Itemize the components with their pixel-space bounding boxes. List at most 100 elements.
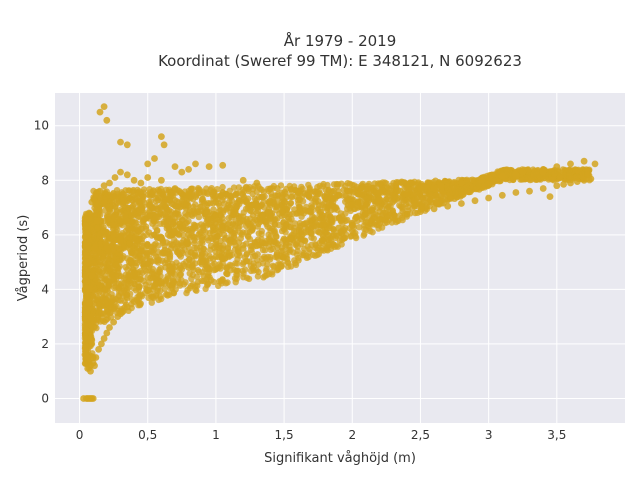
scatter-point — [152, 194, 159, 202]
scatter-point — [137, 179, 145, 187]
scatter-point — [99, 268, 107, 275]
scatter-point — [417, 208, 424, 216]
scatter-point — [161, 250, 168, 257]
scatter-point — [403, 190, 411, 198]
scatter-point — [166, 251, 174, 258]
scatter-point — [430, 205, 438, 213]
scatter-point — [83, 231, 90, 239]
scatter-point — [193, 273, 201, 280]
scatter-point — [146, 201, 153, 209]
scatter-point — [231, 275, 239, 282]
scatter-point — [130, 245, 138, 252]
scatter-point — [363, 201, 370, 208]
x-tick-label: 1 — [212, 428, 220, 442]
scatter-point — [121, 280, 128, 287]
scatter-point — [115, 272, 123, 280]
scatter-point — [308, 230, 315, 237]
scatter-point — [240, 188, 247, 196]
scatter-point — [159, 239, 167, 247]
scatter-point — [123, 141, 131, 149]
scatter-point — [341, 234, 348, 242]
scatter-point — [417, 185, 424, 192]
scatter-point — [226, 192, 233, 199]
scatter-point — [287, 200, 294, 207]
scatter-point — [331, 187, 338, 194]
scatter-point — [198, 277, 205, 285]
scatter-point — [89, 354, 97, 361]
scatter-point — [132, 234, 139, 241]
scatter-point — [136, 188, 143, 195]
scatter-point — [301, 245, 308, 253]
scatter-point — [125, 187, 132, 194]
scatter-point — [308, 224, 315, 232]
scatter-point — [149, 220, 156, 227]
scatter-point — [275, 221, 282, 229]
scatter-point — [91, 286, 98, 294]
scatter-point — [88, 198, 96, 206]
scatter-point — [178, 190, 185, 197]
scatter-point — [376, 216, 383, 224]
scatter-point — [154, 205, 161, 212]
scatter-point — [194, 282, 201, 289]
scatter-point — [173, 198, 180, 205]
scatter-point — [255, 261, 262, 268]
y-axis-title: Vågperiod (s) — [16, 215, 31, 302]
scatter-point — [131, 280, 138, 287]
scatter-point — [221, 200, 228, 207]
scatter-point — [226, 249, 233, 256]
scatter-point — [110, 247, 117, 254]
scatter-point — [239, 245, 247, 252]
scatter-point — [217, 237, 224, 245]
scatter-point — [243, 183, 250, 191]
scatter-point — [140, 233, 147, 240]
scatter-point — [132, 287, 140, 294]
scatter-point — [100, 335, 108, 342]
scatter-point — [267, 185, 274, 193]
scatter-point — [237, 197, 244, 205]
scatter-point — [267, 238, 274, 246]
x-tick-label: 3,5 — [547, 428, 566, 442]
scatter-point — [376, 189, 383, 196]
scatter-point — [135, 199, 142, 206]
scatter-point — [88, 272, 96, 280]
scatter-point — [224, 221, 232, 228]
scatter-point — [160, 141, 168, 149]
scatter-point — [388, 219, 396, 226]
x-axis-title: Signifikant våghöjd (m) — [264, 451, 416, 466]
scatter-point — [565, 167, 573, 174]
scatter-point — [546, 193, 554, 201]
scatter-point — [458, 179, 465, 187]
scatter-point — [316, 239, 323, 247]
scatter-point — [349, 181, 356, 189]
x-tick-label: 1,5 — [275, 428, 294, 442]
scatter-point — [212, 226, 220, 233]
scatter-point — [400, 198, 407, 205]
scatter-point — [217, 277, 225, 285]
scatter-point — [123, 291, 131, 298]
scatter-point — [396, 212, 404, 219]
scatter-point — [430, 178, 437, 186]
scatter-point — [539, 168, 547, 176]
scatter-point — [139, 242, 146, 250]
scatter-point — [193, 287, 200, 294]
scatter-point — [418, 203, 425, 210]
scatter-point — [284, 258, 291, 266]
scatter-point — [120, 197, 127, 205]
scatter-point — [134, 270, 141, 278]
scatter-point — [512, 171, 520, 179]
scatter-point — [127, 226, 135, 233]
scatter-point — [171, 163, 179, 171]
scatter-point — [253, 242, 261, 250]
scatter-point — [314, 190, 322, 198]
scatter-point — [234, 190, 241, 197]
scatter-point — [152, 214, 159, 221]
scatter-point — [189, 225, 196, 232]
scatter-point — [94, 223, 102, 230]
scatter-point — [553, 182, 561, 190]
scatter-point — [83, 251, 90, 259]
scatter-point — [170, 279, 177, 286]
scatter-point — [221, 255, 228, 262]
scatter-point — [338, 180, 345, 187]
scatter-point — [396, 187, 404, 195]
scatter-point — [286, 248, 293, 255]
